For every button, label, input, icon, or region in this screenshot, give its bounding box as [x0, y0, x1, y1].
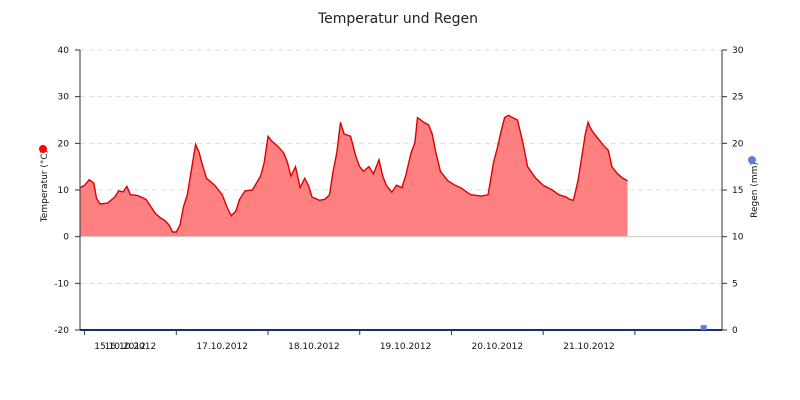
left-tick-label: 40: [58, 46, 70, 56]
x-tick-label: 21.10.2012: [563, 342, 615, 352]
temperature-line: [79, 114, 628, 233]
chart-title: Temperatur und Regen: [317, 11, 478, 27]
left-tick-label: 10: [58, 186, 70, 196]
left-tick-label: 20: [58, 139, 70, 149]
right-axis-title: Regen (mm): [750, 162, 760, 218]
left-axis-title-group: Temperatur (°C): [39, 145, 50, 223]
x-tick-label: 17.10.2012: [196, 342, 248, 352]
rain-series: [700, 325, 707, 330]
x-tick-label: 15.10.2012: [94, 342, 146, 352]
x-tick-label: 20.10.2012: [472, 342, 524, 352]
temperature-area: [80, 115, 628, 237]
right-tick-label: 20: [732, 139, 744, 149]
right-axis-ticks: 30 25 20 15 10 5 0: [722, 46, 744, 336]
left-axis-ticks: 40 30 20 10 0 -10 -20: [54, 46, 80, 336]
right-axis-title-group: Regen (mm): [748, 156, 760, 218]
right-tick-label: 10: [732, 233, 744, 243]
temperature-area-fill: [80, 115, 628, 237]
x-tick-label: 18.10.2012: [288, 342, 340, 352]
right-tick-label: 0: [732, 326, 738, 336]
left-tick-label: 0: [63, 233, 69, 243]
left-tick-label: -20: [54, 326, 69, 336]
x-tick-label: 16.10.2012: [105, 342, 157, 352]
x-tick-label: 19.10.2012: [380, 342, 432, 352]
right-tick-label: 5: [732, 279, 738, 289]
temperature-marker: [39, 145, 47, 153]
grid-lines: [80, 49, 722, 284]
right-tick-label: 15: [732, 186, 743, 196]
right-tick-label: 30: [732, 46, 744, 56]
left-axis-title: Temperatur (°C): [40, 150, 50, 223]
left-tick-label: -10: [54, 279, 69, 289]
temperature-line-path: [79, 114, 628, 233]
rain-marker: [748, 156, 756, 164]
right-tick-label: 25: [732, 93, 743, 103]
left-tick-label: 30: [58, 93, 70, 103]
rain-bar: [700, 325, 707, 330]
